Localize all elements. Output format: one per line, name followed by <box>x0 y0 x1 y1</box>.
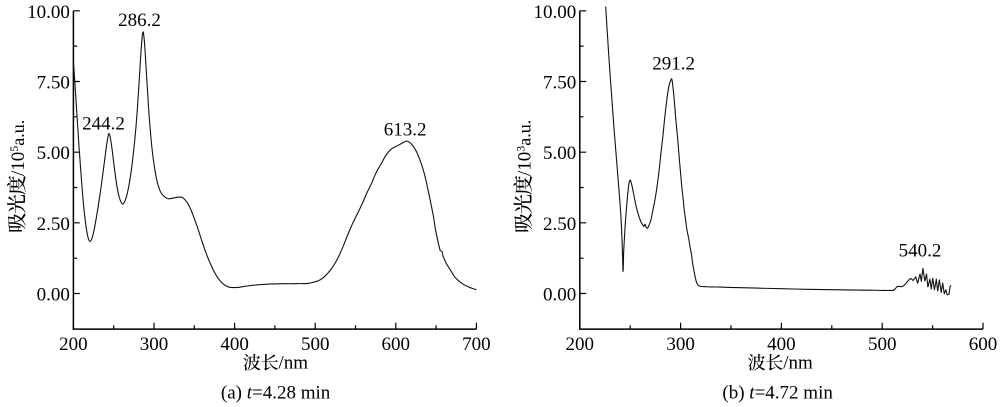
svg-text:300: 300 <box>666 334 695 355</box>
svg-text:500: 500 <box>301 334 330 355</box>
svg-text:286.2: 286.2 <box>118 10 161 31</box>
svg-text:0.00: 0.00 <box>543 285 576 306</box>
svg-text:5.00: 5.00 <box>37 143 70 164</box>
svg-text:5.00: 5.00 <box>543 143 576 164</box>
svg-text:/103a.u.: /103a.u. <box>513 120 535 176</box>
svg-text:200: 200 <box>566 334 595 355</box>
svg-text:/nm: /nm <box>783 353 813 374</box>
svg-text:7.50: 7.50 <box>37 73 70 94</box>
svg-text:300: 300 <box>140 334 169 355</box>
svg-text:10.00: 10.00 <box>27 2 70 23</box>
svg-text:540.2: 540.2 <box>899 241 942 262</box>
svg-text:10.00: 10.00 <box>534 2 577 23</box>
svg-text:0.00: 0.00 <box>37 285 70 306</box>
svg-text:613.2: 613.2 <box>384 120 427 141</box>
svg-text:244.2: 244.2 <box>82 114 125 135</box>
svg-text:/nm: /nm <box>279 353 309 374</box>
svg-text:700: 700 <box>462 334 491 355</box>
svg-text:200: 200 <box>59 334 88 355</box>
svg-text:400: 400 <box>220 334 249 355</box>
svg-text:7.50: 7.50 <box>543 73 576 94</box>
svg-text:600: 600 <box>382 334 411 355</box>
svg-text:(a) t=4.28 min: (a) t=4.28 min <box>221 382 331 403</box>
svg-text:400: 400 <box>767 334 796 355</box>
svg-text:(b) t=4.72 min: (b) t=4.72 min <box>722 382 833 403</box>
svg-text:600: 600 <box>969 334 998 355</box>
svg-text:500: 500 <box>868 334 897 355</box>
svg-text:2.50: 2.50 <box>37 214 70 235</box>
svg-text:2.50: 2.50 <box>543 214 576 235</box>
svg-text:291.2: 291.2 <box>652 54 695 75</box>
svg-text:/105a.u.: /105a.u. <box>7 120 29 176</box>
